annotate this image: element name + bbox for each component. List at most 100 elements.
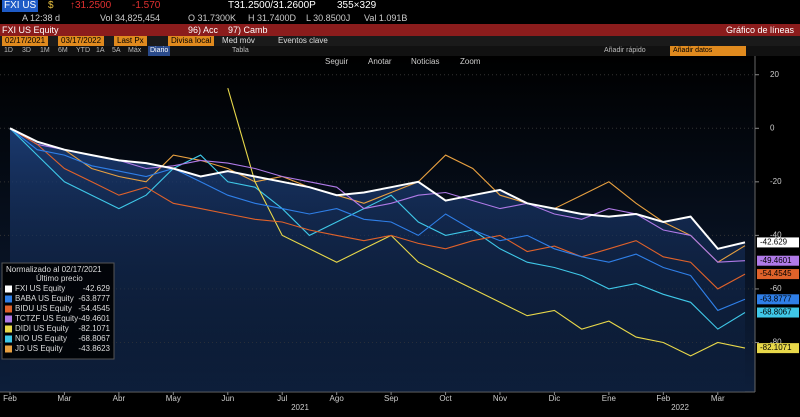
quick-add[interactable]: Añadir rápido — [604, 47, 646, 54]
x-tick-label: Ago — [330, 394, 345, 403]
moving-average[interactable]: Med móv — [222, 36, 255, 45]
legend-value: -43.8623 — [78, 344, 110, 353]
axis-tag-label: -42.629 — [760, 238, 788, 247]
legend-value: -54.4545 — [78, 304, 110, 313]
legend-label: BABA US Equity — [15, 294, 74, 303]
legend-swatch — [5, 335, 12, 343]
axis-tag-label: -54.4545 — [760, 269, 792, 278]
key-events[interactable]: Eventos clave — [278, 36, 328, 45]
legend-swatch — [5, 315, 12, 323]
open: O 31.7300K — [188, 13, 237, 23]
x-tick-label: Ene — [602, 394, 617, 403]
legend-value: -42.629 — [83, 284, 111, 293]
year-label: 2022 — [671, 403, 689, 412]
frequency[interactable]: Diario — [148, 46, 171, 56]
x-tick-label: Feb — [656, 394, 670, 403]
range-btn[interactable]: 5A — [112, 47, 121, 54]
axis-tag-label: -82.1071 — [760, 343, 792, 352]
low: L 30.8500J — [306, 13, 351, 23]
range-btn[interactable]: 1A — [96, 47, 105, 54]
security: FXI US Equity — [2, 25, 59, 35]
y-tick-label: -20 — [770, 177, 782, 186]
legend-value: -68.8067 — [78, 334, 110, 343]
axis-tag — [757, 307, 799, 318]
x-tick-label: Nov — [493, 394, 507, 403]
legend-value: -49.4601 — [78, 314, 110, 323]
legend-swatch — [5, 285, 12, 293]
x-tick-label: Oct — [439, 394, 452, 403]
tool-annotate[interactable]: Anotar — [368, 57, 392, 66]
y-tick-label: 0 — [770, 123, 775, 132]
last-price: ↑31.2500 — [70, 0, 112, 11]
year-label: 2021 — [291, 403, 309, 412]
y-tick-label: -80 — [770, 338, 782, 347]
x-tick-label: Dic — [549, 394, 561, 403]
series-line — [9, 127, 746, 312]
legend-swatch — [5, 305, 12, 313]
range-btn[interactable]: 6M — [58, 47, 68, 54]
field[interactable]: Last Px — [114, 36, 147, 46]
legend-swatch — [5, 295, 12, 303]
axis-tag-label: -49.4601 — [760, 256, 792, 265]
y-tick-label: -40 — [770, 230, 782, 239]
series-line — [9, 127, 746, 290]
function-bar: FXI US Equity 96) Acc 97) Camb Gráfico d… — [0, 24, 800, 36]
legend-label: DIDI US Equity — [15, 324, 69, 333]
range-btn[interactable]: Máx — [128, 47, 142, 54]
change-menu[interactable]: 97) Camb — [228, 25, 268, 35]
stats-row: A 12:38 d Vol 34,825,454 O 31.7300K H 31… — [0, 12, 800, 24]
time: A 12:38 d — [22, 13, 61, 23]
axis-tag — [757, 269, 799, 280]
legend-title: Normalizado al 02/17/2021 — [6, 265, 102, 274]
y-tick-label: -60 — [770, 284, 782, 293]
high: H 31.7400D — [248, 13, 297, 23]
series-line — [9, 127, 746, 250]
legend-swatch — [5, 345, 12, 353]
legend-label: FXI US Equity — [15, 284, 65, 293]
range-btn[interactable]: 1D — [4, 47, 13, 54]
x-tick-label: Mar — [711, 394, 725, 403]
x-tick-label: Feb — [3, 394, 17, 403]
quote-row: FXI US $ ↑31.2500 -1.570 T31.2500/31.260… — [0, 0, 800, 12]
y-tick-label: 20 — [770, 70, 779, 79]
ticker[interactable]: FXI US — [2, 0, 39, 12]
legend-value: -63.8777 — [78, 294, 110, 303]
area — [10, 128, 745, 393]
size: 355×329 — [337, 0, 377, 11]
table-btn[interactable]: Tabla — [232, 47, 249, 54]
range-row: 1D 3D 1M 6M YTD 1A 5A Máx Diario Tabla A… — [0, 46, 800, 56]
x-tick-label: May — [166, 394, 181, 403]
volume: Vol 34,825,454 — [100, 13, 161, 23]
series-line — [9, 127, 746, 263]
actions-menu[interactable]: 96) Acc — [188, 25, 219, 35]
axis-tag-label: -63.8777 — [760, 294, 792, 303]
x-tick-label: Jun — [221, 394, 234, 403]
function-title: Gráfico de líneas — [725, 25, 794, 35]
tool-news[interactable]: Noticias — [411, 57, 439, 66]
x-tick-label: Mar — [58, 394, 72, 403]
axis-tag-label: -68.8067 — [760, 308, 792, 317]
x-tick-label: Abr — [113, 394, 126, 403]
legend-label: JD US Equity — [15, 344, 63, 353]
legend-swatch — [5, 325, 12, 333]
x-tick-label: Sep — [384, 394, 399, 403]
axis-tag — [757, 255, 799, 266]
range-btn[interactable]: 3D — [22, 47, 31, 54]
tool-follow[interactable]: Seguir — [325, 57, 348, 66]
axis-tag — [757, 294, 799, 305]
range-btn[interactable]: 1M — [40, 47, 50, 54]
value: Val 1.091B — [364, 13, 408, 23]
add-data[interactable]: Añadir datos — [670, 46, 746, 56]
range-btn[interactable]: YTD — [76, 47, 90, 54]
change: -1.570 — [132, 0, 161, 11]
end-date[interactable]: 03/17/2022 — [58, 36, 105, 46]
x-axis-area — [0, 392, 800, 417]
start-date[interactable]: 02/17/2021 — [2, 36, 49, 46]
legend-box — [1, 262, 115, 360]
tool-zoom[interactable]: Zoom — [460, 57, 481, 66]
currency-select[interactable]: Divisa local — [168, 36, 215, 46]
chart: Seguir Anotar Noticias Zoom 2021 2022 20… — [0, 56, 800, 417]
series-line — [227, 87, 746, 357]
